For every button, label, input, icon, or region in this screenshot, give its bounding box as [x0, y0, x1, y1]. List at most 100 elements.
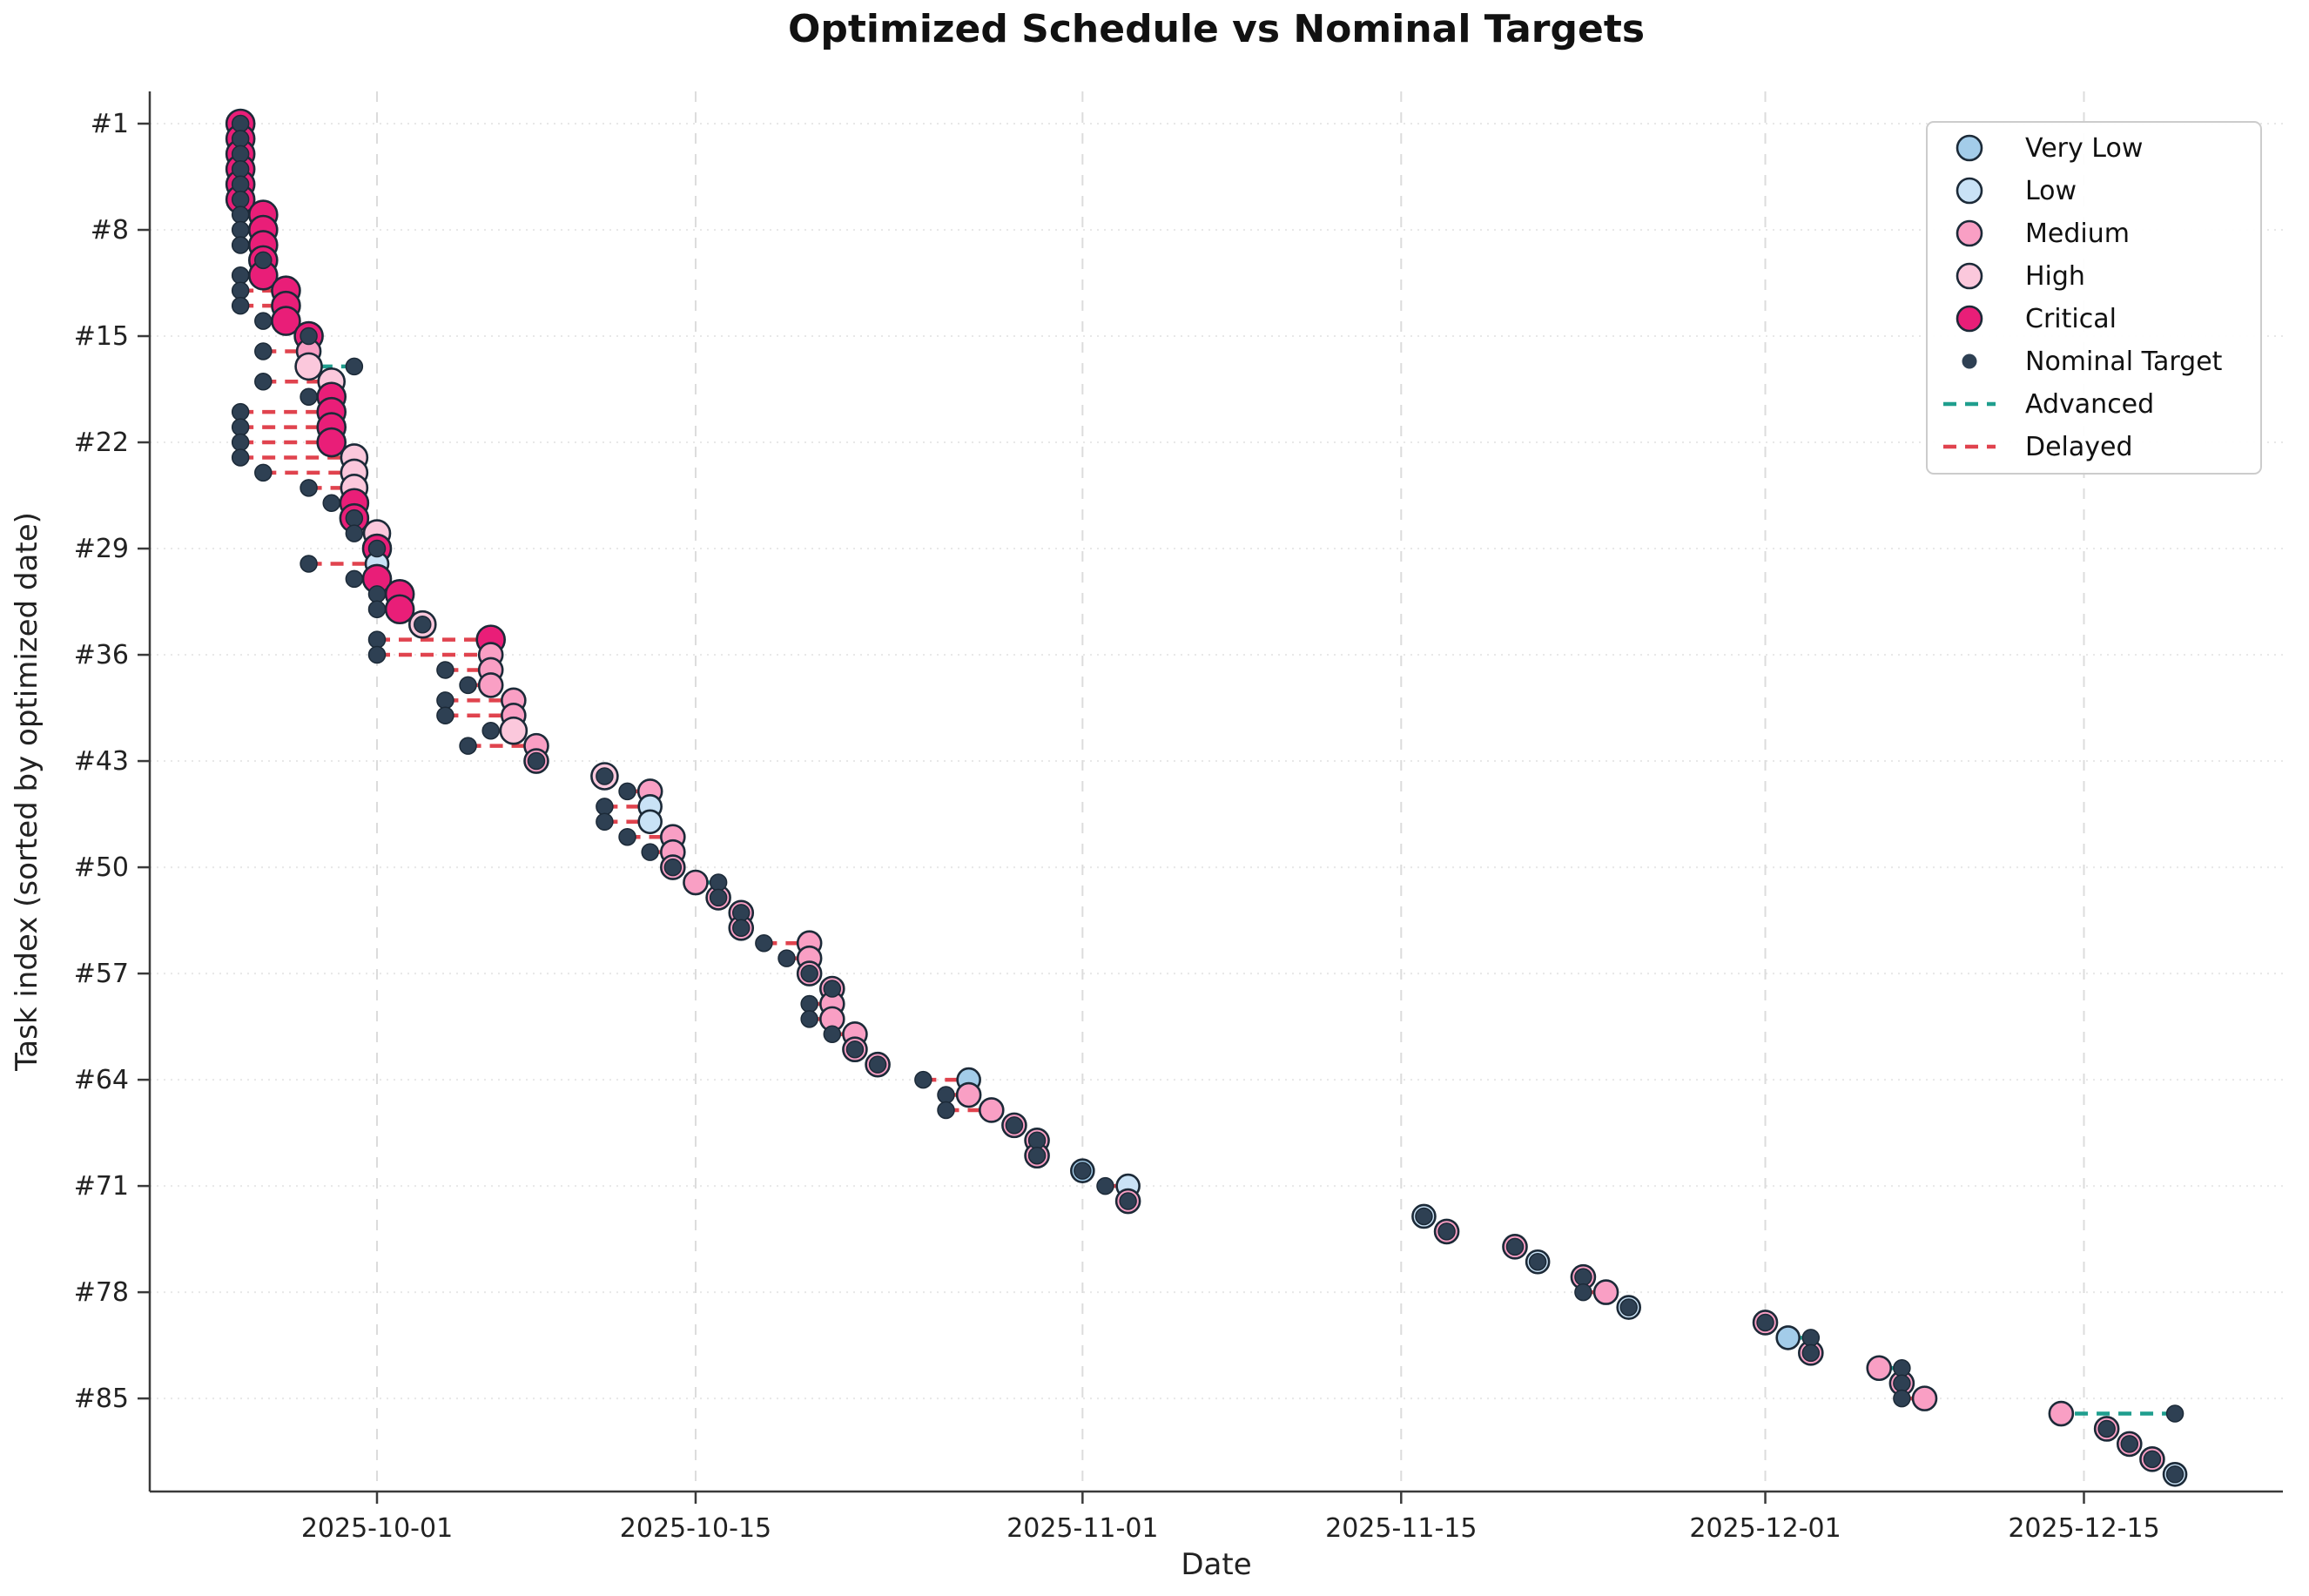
optimized-task-marker	[1866, 1355, 1893, 1382]
legend-dot-icon	[1962, 354, 1977, 369]
x-tick-label: 2025-10-01	[301, 1513, 453, 1544]
nominal-target-marker	[1893, 1374, 1911, 1392]
chart-title: Optimized Schedule vs Nominal Targets	[788, 7, 1645, 51]
y-tick-label: #57	[74, 959, 129, 989]
nominal-target-marker	[2097, 1419, 2116, 1438]
optimized-task-marker	[2048, 1400, 2075, 1427]
nominal-target-marker	[641, 843, 659, 861]
legend-item: Delayed	[1943, 432, 2133, 462]
optimized-task-marker	[1592, 1279, 1619, 1305]
x-tick-label: 2025-11-15	[1325, 1513, 1477, 1544]
legend-item-label: Nominal Target	[2025, 347, 2223, 377]
nominal-target-marker	[231, 175, 250, 193]
nominal-target-marker	[1574, 1268, 1592, 1286]
nominal-target-marker	[231, 448, 250, 467]
legend-item-label: Delayed	[2025, 432, 2133, 462]
legend: Very Low Low Medium High Critical Nominal Tar…	[1926, 121, 2262, 475]
y-tick-label: #8	[91, 215, 129, 246]
nominal-target-marker	[2165, 1465, 2184, 1484]
nominal-target-marker	[1756, 1313, 1774, 1332]
nominal-target-marker	[436, 661, 454, 679]
optimized-task-marker	[978, 1097, 1005, 1123]
y-tick-label: #71	[74, 1171, 129, 1202]
nominal-target-marker	[481, 721, 500, 740]
nominal-target-marker	[1801, 1343, 1821, 1363]
nominal-target-marker	[823, 980, 842, 998]
optimized-task-marker	[637, 809, 663, 835]
legend-item: Very Low	[1956, 133, 2143, 164]
y-tick-label: #43	[74, 746, 129, 777]
legend-marker-icon	[1956, 305, 1983, 333]
y-tick-label: #29	[74, 534, 129, 564]
y-tick-label: #36	[74, 640, 129, 670]
legend-item: Low	[1956, 176, 2077, 206]
nominal-target-marker	[436, 706, 454, 725]
y-tick-label: #22	[74, 428, 129, 458]
legend-item: Medium	[1956, 219, 2130, 249]
optimized-task-marker	[316, 427, 347, 458]
nominal-target-marker	[231, 418, 250, 436]
nominal-target-marker	[436, 691, 454, 710]
nominal-target-marker	[845, 1040, 865, 1059]
nominal-target-markers	[231, 114, 2184, 1484]
nominal-target-marker	[1119, 1192, 1137, 1210]
nominal-target-marker	[300, 555, 318, 573]
nominal-target-marker	[823, 1025, 842, 1044]
nominal-target-marker	[367, 585, 387, 603]
legend-marker-icon	[1956, 262, 1983, 290]
nominal-target-marker	[345, 508, 364, 528]
nominal-target-marker	[1801, 1329, 1821, 1347]
nominal-target-marker	[1415, 1207, 1433, 1226]
nominal-target-marker	[527, 751, 546, 771]
nominal-target-marker	[596, 767, 614, 785]
y-tick-label: #15	[74, 321, 129, 352]
y-tick-label: #85	[74, 1384, 129, 1414]
nominal-target-marker	[459, 676, 477, 695]
nominal-target-marker	[800, 994, 818, 1013]
nominal-target-marker	[1005, 1116, 1024, 1135]
nominal-target-marker	[231, 130, 250, 148]
nominal-target-marker	[709, 888, 728, 907]
nominal-target-marker	[1096, 1176, 1114, 1195]
legend-item-label: High	[2025, 261, 2085, 292]
nominal-target-marker	[731, 919, 751, 938]
legend-item-label: Medium	[2025, 219, 2130, 249]
optimized-task-marker	[955, 1081, 982, 1108]
nominal-target-marker	[1437, 1222, 1456, 1241]
legend-item: Nominal Target	[1962, 347, 2223, 377]
legend-item: Advanced	[1943, 389, 2154, 420]
nominal-target-marker	[231, 236, 250, 254]
optimized-task-marker	[1775, 1325, 1801, 1350]
nominal-target-marker	[2143, 1450, 2162, 1469]
optimized-task-marker	[683, 869, 709, 896]
nominal-target-marker	[254, 342, 273, 360]
nominal-target-marker	[300, 479, 318, 497]
nominal-target-marker	[1505, 1237, 1525, 1256]
nominal-target-marker	[231, 266, 250, 285]
nominal-target-marker	[414, 615, 432, 634]
x-tick-label: 2025-11-01	[1006, 1513, 1158, 1544]
nominal-target-marker	[1893, 1389, 1911, 1408]
optimized-task-marker	[294, 352, 323, 381]
legend-item-label: Critical	[2025, 304, 2117, 334]
nominal-target-marker	[937, 1086, 955, 1104]
nominal-target-marker	[800, 964, 818, 983]
legend-marker-icon	[1956, 177, 1983, 205]
nominal-target-marker	[345, 524, 364, 542]
nominal-target-marker	[231, 205, 250, 224]
legend-item-label: Advanced	[2025, 389, 2154, 420]
nominal-target-marker	[731, 904, 751, 922]
x-axis-ticks: 2025-10-01 2025-10-15 2025-11-01 2025-11-15…	[301, 1492, 2160, 1544]
nominal-target-marker	[254, 251, 273, 270]
legend-item: High	[1956, 261, 2085, 292]
nominal-target-marker	[231, 160, 250, 178]
optimized-task-marker	[477, 672, 504, 698]
nominal-target-marker	[1574, 1283, 1592, 1302]
nominal-target-marker	[231, 220, 250, 239]
nominal-target-marker	[937, 1101, 955, 1120]
y-tick-label: #1	[91, 109, 129, 139]
nominal-target-marker	[459, 737, 477, 755]
nominal-target-marker	[1027, 1131, 1047, 1150]
optimized-task-marker	[1911, 1385, 1938, 1411]
